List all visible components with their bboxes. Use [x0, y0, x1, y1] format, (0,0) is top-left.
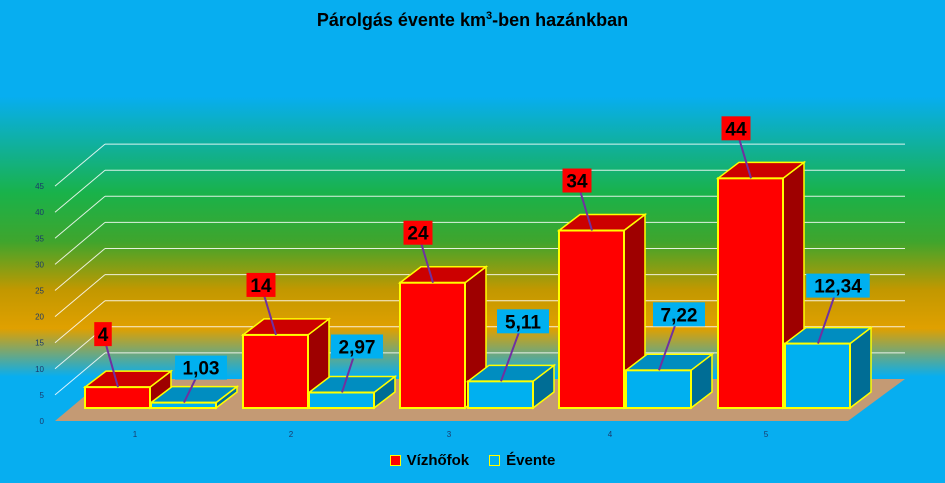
data-label-evente-box: [497, 309, 549, 334]
data-label-vizhofok-box: [721, 116, 751, 141]
y-tick-label: 0: [40, 417, 45, 426]
data-label-vizhofok-text: 34: [566, 172, 588, 193]
data-label-vizhofok-box: [94, 322, 112, 347]
y-tick-label: 40: [35, 208, 44, 217]
x-tick-label: 1: [133, 430, 138, 439]
gridline-diagonal: [54, 274, 106, 317]
chart-title-superscript: 3: [485, 10, 493, 22]
data-label-evente-box: [175, 355, 227, 380]
data-label-vizhofok-box: [562, 168, 592, 193]
data-label-vizhofok-text: 24: [407, 224, 429, 245]
x-tick-label: 4: [608, 430, 613, 439]
bar-evente-front: [467, 380, 534, 410]
legend-label-vizhofok: Vízhőfok: [406, 452, 470, 469]
x-tick-label: 2: [289, 430, 294, 439]
gridline-diagonal: [54, 169, 106, 213]
chart-title-text: Párolgás évente km: [316, 10, 486, 30]
chart-title: Párolgás évente km3-ben hazánkban: [0, 10, 945, 31]
y-tick-label: 25: [35, 287, 44, 296]
bar-evente: [148, 385, 240, 410]
y-tick-label: 35: [35, 234, 44, 243]
gridline-diagonal: [54, 300, 106, 344]
bar-vizhofok: [397, 265, 489, 410]
bar-vizhofok-front: [242, 333, 309, 410]
bar-evente: [782, 326, 874, 410]
bar-evente-front: [625, 369, 692, 410]
gridline-diagonal: [54, 352, 106, 396]
legend-item-vizhofok: Vízhőfok: [389, 452, 470, 469]
y-tick-label: 30: [35, 260, 44, 269]
data-label-evente-text: 7,22: [661, 305, 698, 326]
gridline-diagonal: [54, 248, 106, 291]
data-label-vizhofok-text: 44: [725, 119, 747, 140]
bar-evente-front: [308, 391, 375, 410]
legend-swatch-vizhofok: [389, 455, 401, 466]
bar-vizhofok: [82, 369, 174, 410]
bar-evente: [465, 363, 557, 410]
gridline-diagonal: [54, 195, 106, 239]
legend-swatch-evente: [489, 455, 501, 466]
data-label-evente-box: [653, 302, 705, 327]
data-label-vizhofok-text: 4: [98, 325, 109, 346]
legend-label-evente: Évente: [506, 452, 556, 469]
data-label-evente-text: 2,97: [339, 337, 376, 358]
y-tick-label: 45: [35, 182, 44, 191]
y-tick-label: 15: [35, 339, 44, 348]
y-tick-label: 5: [40, 391, 45, 400]
bar-vizhofok-front: [84, 386, 151, 409]
data-label-evente-text: 1,03: [183, 359, 220, 380]
bar-vizhofok-front: [717, 177, 784, 409]
data-label-evente-box: [806, 273, 870, 298]
data-label-evente-text: 5,11: [505, 312, 541, 333]
chart-title-text-end: -ben hazánkban: [492, 10, 629, 30]
bar-evente: [306, 374, 398, 410]
bar-vizhofok: [240, 317, 332, 410]
bar-evente-front: [784, 342, 851, 410]
data-label-evente-box: [331, 334, 383, 359]
bar-vizhofok: [556, 213, 648, 410]
y-tick-label: 10: [35, 365, 44, 374]
x-tick-label: 3: [447, 430, 452, 439]
bar-vizhofok-front: [399, 281, 466, 409]
data-label-evente-text: 12,34: [814, 277, 862, 298]
gridline-diagonal: [54, 222, 106, 265]
data-label-vizhofok-text: 14: [250, 276, 272, 297]
data-label-vizhofok-box: [403, 220, 433, 245]
y-tick-label: 20: [35, 313, 44, 322]
bar-evente: [623, 352, 715, 410]
x-tick-label: 5: [764, 430, 769, 439]
bar-vizhofok-front: [558, 229, 625, 409]
chart-legend: Vízhőfok Évente: [0, 452, 945, 469]
bar-evente-front: [150, 401, 217, 410]
gridline-diagonal: [54, 143, 106, 187]
data-label-vizhofok-box: [246, 272, 276, 297]
legend-item-evente: Évente: [489, 452, 555, 469]
